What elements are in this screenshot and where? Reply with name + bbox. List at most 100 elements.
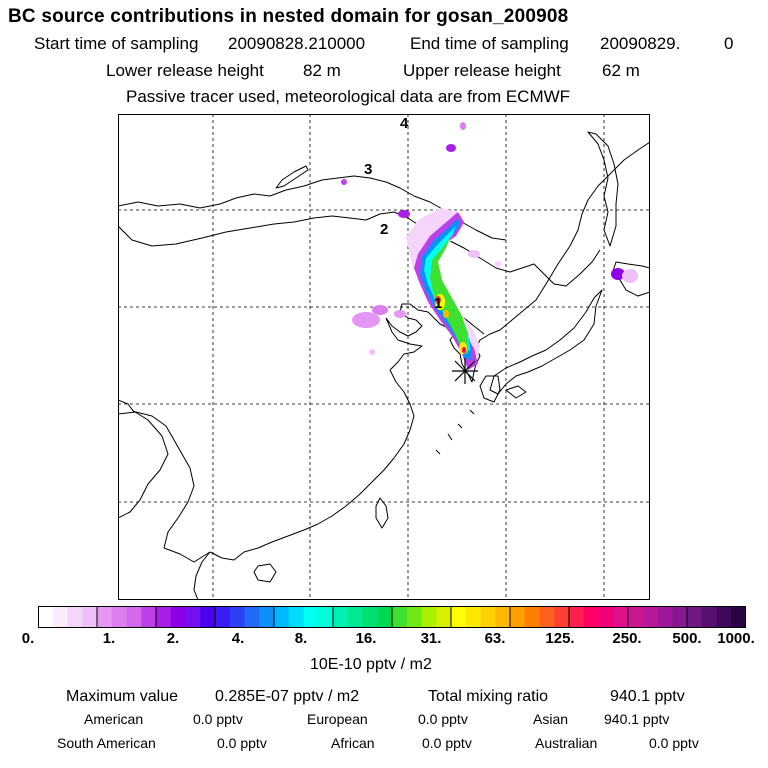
colorbar-cell [510, 606, 526, 628]
colorbar-cell [569, 606, 585, 628]
colorbar-cell [465, 606, 481, 628]
colorbar-cell [392, 606, 408, 628]
colorbar-cell [333, 606, 349, 628]
colorbar [38, 606, 746, 628]
colorbar-cell [97, 606, 113, 628]
plume-patch [468, 250, 480, 258]
coastlines [118, 131, 650, 600]
colorbar-cell [451, 606, 467, 628]
colorbar-cell [229, 606, 245, 628]
colorbar-label-63: 63. [484, 630, 506, 647]
colorbar-cell [67, 606, 83, 628]
map-frame [118, 114, 650, 600]
lat-lon-grid [118, 114, 650, 600]
region-african-label: African [331, 735, 375, 751]
end-time-value: 20090829. [600, 34, 681, 53]
colorbar-cell [259, 606, 275, 628]
tracer-plume [341, 122, 638, 370]
colorbar-cell [274, 606, 290, 628]
plume-patch [494, 261, 502, 267]
colorbar-cell [524, 606, 540, 628]
colorbar-label-31: 31. [420, 630, 442, 647]
region-south-american-label: South American [57, 735, 156, 751]
plume-patch [443, 310, 449, 318]
colorbar-label-4: 4. [231, 630, 245, 647]
plume-patch [352, 312, 380, 328]
colorbar-cell [613, 606, 629, 628]
colorbar-cell [303, 606, 319, 628]
colorbar-cell [539, 606, 555, 628]
colorbar-cell [421, 606, 437, 628]
region-australian-label: Australian [535, 735, 598, 751]
colorbar-label-0: 0. [21, 630, 35, 647]
plume-patch [435, 296, 441, 304]
plume-patch [398, 210, 410, 218]
colorbar-cell [687, 606, 703, 628]
upper-height-value: 62 m [602, 61, 640, 80]
colorbar-cell [701, 606, 717, 628]
colorbar-cell [200, 606, 216, 628]
day-marker-2: 2 [380, 221, 388, 238]
colorbar-cell [288, 606, 304, 628]
region-european-label: European [307, 711, 368, 727]
region-american-value: 0.0 pptv [193, 711, 243, 727]
colorbar-cell [111, 606, 127, 628]
colorbar-cell [82, 606, 98, 628]
colorbar-cell [38, 606, 54, 628]
colorbar-label-500: 500. [672, 630, 702, 647]
region-australian-value: 0.0 pptv [649, 735, 699, 751]
colorbar-label-250: 250. [612, 630, 642, 647]
colorbar-cell [215, 606, 231, 628]
colorbar-cell [377, 606, 393, 628]
plot-title: BC source contributions in nested domain… [8, 6, 569, 27]
region-asian-label: Asian [533, 711, 569, 727]
colorbar-cell [598, 606, 614, 628]
plume-patch [611, 268, 625, 280]
colorbar-label-8: 8. [294, 630, 308, 647]
tracer-note: Passive tracer used, meteorological data… [126, 87, 571, 106]
colorbar-label-125: 125. [545, 630, 575, 647]
plume-patch [460, 122, 466, 130]
lower-height-value: 82 m [303, 61, 341, 80]
colorbar-label-16: 16. [355, 630, 377, 647]
start-time-label: Start time of sampling [34, 34, 199, 53]
end-time-label: End time of sampling [410, 34, 569, 53]
plume-contour [430, 238, 468, 354]
max-value: 0.285E-07 pptv / m2 [215, 688, 360, 705]
day-marker-3: 3 [364, 161, 372, 178]
plume-patch [462, 347, 466, 353]
plume-patch [622, 269, 638, 283]
start-time-value: 20090828.210000 [228, 34, 366, 53]
colorbar-cell [406, 606, 422, 628]
colorbar-cell [657, 606, 673, 628]
colorbar-cell [244, 606, 260, 628]
plume-patch [341, 179, 347, 185]
colorbar-cell [318, 606, 334, 628]
region-asian-value: 940.1 pptv [604, 711, 670, 727]
max-value-label: Maximum value [66, 688, 179, 705]
region-african-value: 0.0 pptv [422, 735, 472, 751]
total-mixing-label: Total mixing ratio [428, 688, 549, 705]
colorbar-cell [583, 606, 599, 628]
colorbar-cell [436, 606, 452, 628]
colorbar-cell [347, 606, 363, 628]
plume-patch [446, 144, 456, 152]
colorbar-cell [628, 606, 644, 628]
colorbar-cell [362, 606, 378, 628]
plume-patch [372, 305, 388, 315]
plume-patch [394, 310, 406, 318]
colorbar-cell [480, 606, 496, 628]
total-mixing-value: 940.1 pptv [610, 688, 685, 705]
upper-height-label: Upper release height [403, 61, 561, 80]
end-time-value-hour: 0 [724, 34, 734, 53]
colorbar-cell [731, 606, 746, 628]
colorbar-cell [642, 606, 658, 628]
region-european-value: 0.0 pptv [418, 711, 468, 727]
colorbar-cell [185, 606, 201, 628]
day-marker-4: 4 [400, 115, 409, 132]
colorbar-cell [554, 606, 570, 628]
colorbar-cell [126, 606, 142, 628]
colorbar-cell [52, 606, 68, 628]
region-south-american-value: 0.0 pptv [217, 735, 267, 751]
receptor-star-icon [452, 358, 478, 384]
